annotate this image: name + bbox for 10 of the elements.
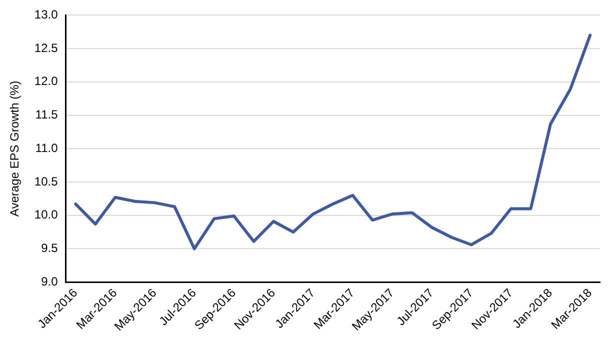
y-tick-label: 10.0 xyxy=(34,208,58,222)
y-tick-label: 11.5 xyxy=(35,108,58,122)
y-tick-label: 12.0 xyxy=(34,74,58,88)
y-tick-label: 9.5 xyxy=(41,241,58,256)
y-tick-label: 12.5 xyxy=(34,40,58,55)
y-tick-label: 13.0 xyxy=(34,8,58,22)
y-tick-label: 11.0 xyxy=(35,140,58,155)
y-tick-label: 10.5 xyxy=(34,174,58,188)
y-axis-title: Average EPS Growth (%) xyxy=(8,80,22,217)
y-tick-label: 9.0 xyxy=(41,274,58,288)
